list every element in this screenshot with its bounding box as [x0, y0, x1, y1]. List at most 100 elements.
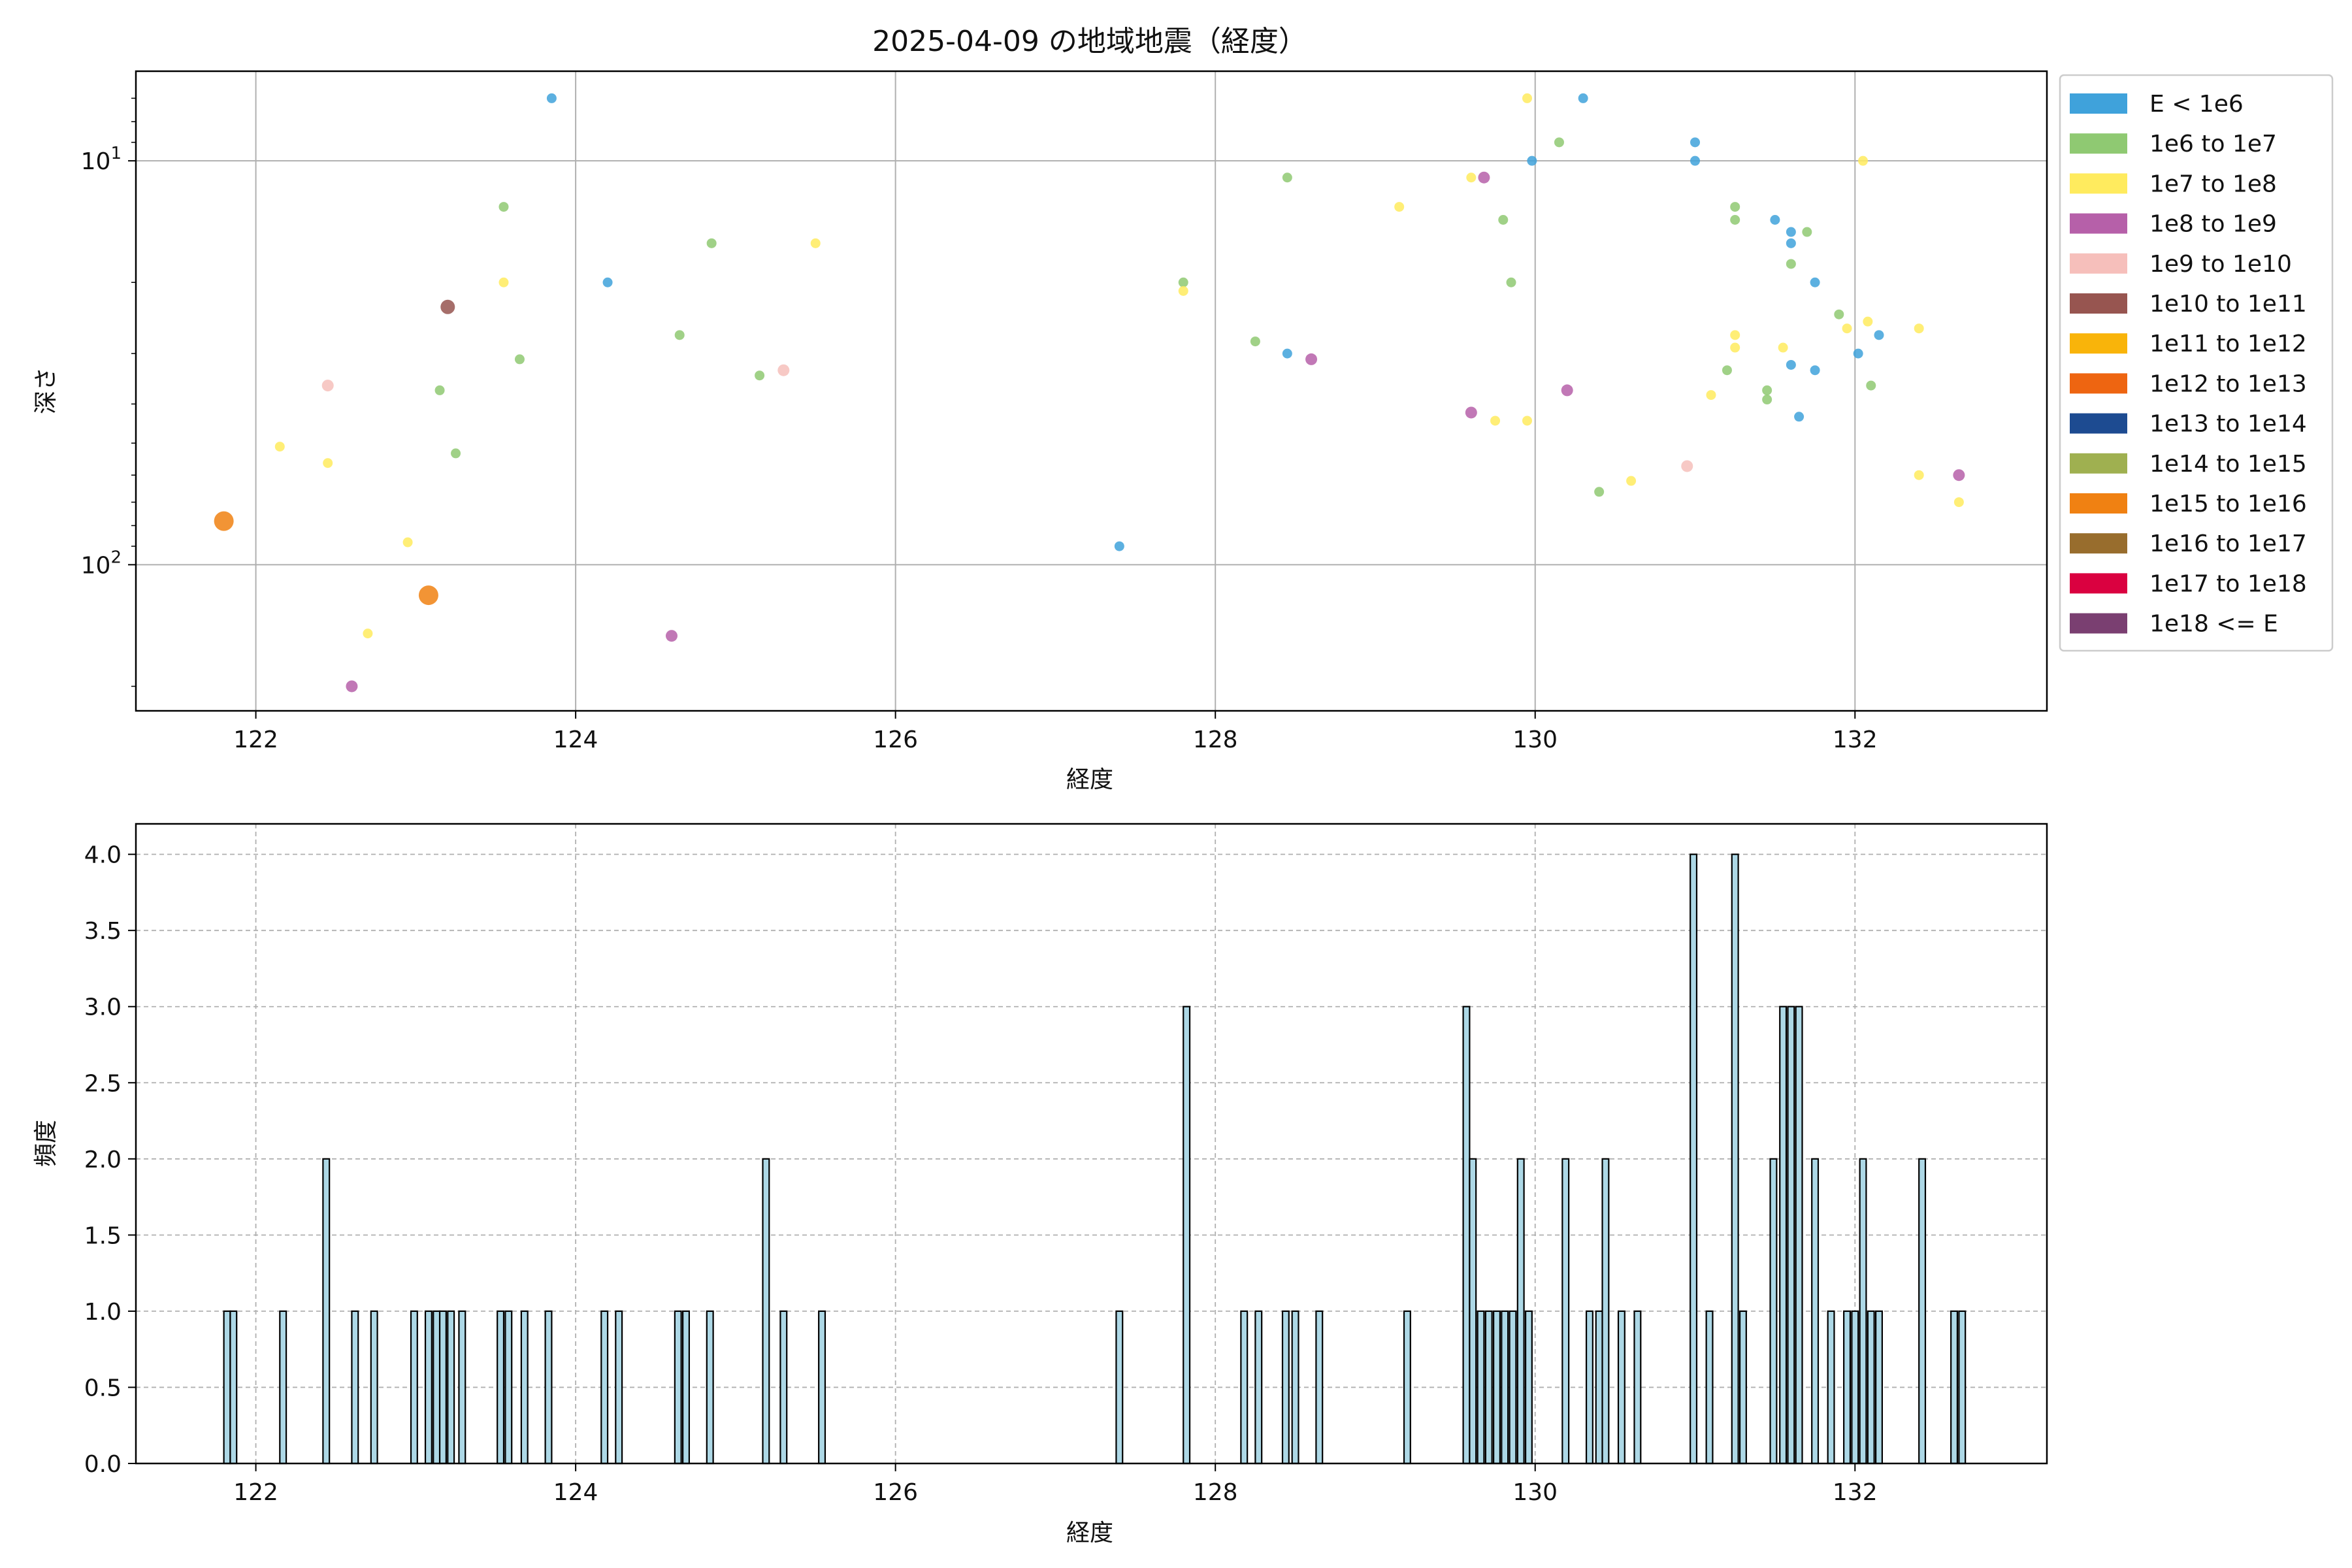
scatter-y-tick-label: 101: [81, 144, 122, 175]
scatter-point: [498, 277, 509, 287]
histogram-bar: [600, 1310, 609, 1465]
scatter-point: [810, 238, 821, 248]
legend-swatch: [2070, 213, 2127, 234]
scatter-point: [1866, 380, 1876, 391]
scatter-point: [1853, 348, 1863, 359]
legend-swatch: [2070, 293, 2127, 314]
histogram-bar: [544, 1310, 553, 1465]
histogram-x-tick-label: 128: [1193, 1479, 1238, 1506]
scatter-point: [706, 238, 717, 248]
histogram-bar: [1811, 1158, 1820, 1465]
histogram-bar: [370, 1310, 378, 1465]
histogram-y-tick-label: 2.0: [84, 1147, 122, 1173]
scatter-point: [418, 585, 438, 606]
scatter-point: [1394, 202, 1405, 212]
histogram-bar: [1787, 1005, 1795, 1465]
scatter-x-ticks: 122 124 126 128 130 132: [233, 711, 1878, 753]
legend-swatch: [2070, 133, 2127, 154]
scatter-point: [1178, 277, 1188, 287]
legend-swatch: [2070, 253, 2127, 274]
histogram-bar: [504, 1310, 513, 1465]
legend-swatch: [2070, 413, 2127, 434]
histogram-bar: [1867, 1310, 1875, 1465]
histogram-bar: [1950, 1310, 1959, 1465]
scatter-point: [1730, 342, 1740, 353]
scatter-point: [323, 458, 333, 468]
histogram-bar: [1183, 1005, 1191, 1465]
scatter-point: [214, 511, 234, 531]
scatter-point: [1794, 412, 1805, 422]
legend-swatch: [2070, 93, 2127, 114]
histogram-x-ticks: 122 124 126 128 130 132: [233, 1463, 1878, 1506]
histogram-bar: [1254, 1310, 1263, 1465]
scatter-point: [1282, 172, 1292, 183]
histogram-bar: [1769, 1158, 1778, 1465]
histogram-bar: [1705, 1310, 1714, 1465]
histogram-bar: [1462, 1005, 1471, 1465]
scatter-point: [1527, 155, 1537, 166]
histogram-bar: [1477, 1310, 1485, 1465]
scatter-point: [1834, 309, 1844, 319]
legend-label: 1e12 to 1e13: [2149, 370, 2307, 397]
scatter-point: [1858, 155, 1869, 166]
histogram-bar: [1918, 1158, 1927, 1465]
scatter-point: [1465, 406, 1477, 419]
scatter-point: [1730, 202, 1740, 212]
scatter-point: [1914, 323, 1924, 334]
legend-label: 1e16 to 1e17: [2149, 531, 2307, 557]
scatter-point: [1578, 93, 1588, 103]
histogram-bar: [223, 1310, 231, 1465]
histogram-y-tick-label: 1.5: [84, 1222, 122, 1249]
histogram-y-tick-label: 3.5: [84, 918, 122, 945]
histogram-bar: [1516, 1158, 1525, 1465]
histogram-x-tick-label: 122: [233, 1479, 278, 1506]
histogram-bar: [410, 1310, 418, 1465]
scatter-points: [214, 93, 1965, 693]
scatter-point: [1305, 353, 1318, 365]
legend-label: 1e6 to 1e7: [2149, 131, 2277, 157]
scatter-point: [1522, 416, 1532, 426]
histogram-y-label: 頻度: [33, 1120, 59, 1167]
scatter-point: [602, 277, 613, 287]
histogram-bar: [1739, 1310, 1747, 1465]
histogram-bar: [1874, 1310, 1883, 1465]
scatter-point: [1810, 365, 1820, 376]
scatter-point: [363, 629, 373, 639]
histogram-bar: [1827, 1310, 1835, 1465]
scatter-point: [514, 354, 525, 365]
scatter-point: [402, 537, 413, 547]
legend-label: 1e13 to 1e14: [2149, 411, 2307, 438]
histogram-bar: [1524, 1310, 1533, 1465]
scatter-x-tick-label: 132: [1833, 727, 1878, 753]
scatter-point: [274, 442, 285, 452]
histogram-bar: [762, 1158, 770, 1465]
histogram-bar: [615, 1310, 623, 1465]
scatter-point: [1478, 171, 1490, 184]
histogram-bar: [1291, 1310, 1299, 1465]
scatter-y-label: 深さ: [33, 367, 59, 414]
scatter-axes-frame: [135, 70, 2048, 712]
scatter-point: [1722, 365, 1732, 376]
histogram-bar: [433, 1310, 441, 1465]
histogram-y-tick-label: 0.5: [84, 1375, 122, 1401]
scatter-grid: [136, 71, 2047, 711]
scatter-point: [346, 680, 358, 693]
histogram-bar: [1484, 1310, 1493, 1465]
histogram-bar: [1115, 1310, 1124, 1465]
histogram-y-tick-label: 3.0: [84, 994, 122, 1021]
histogram-bar: [229, 1310, 238, 1465]
histogram-bar: [1595, 1310, 1603, 1465]
histogram-bar: [1779, 1005, 1788, 1465]
legend-swatch: [2070, 453, 2127, 474]
legend-swatch: [2070, 533, 2127, 554]
histogram-bar: [1509, 1310, 1517, 1465]
scatter-x-label: 経度: [1066, 766, 1113, 793]
scatter-point: [665, 630, 678, 642]
legend-items: E < 1e6 1e6 to 1e7 1e7 to 1e8 1e8 to 1e9 1e9…: [2070, 91, 2307, 638]
histogram-x-tick-label: 124: [553, 1479, 598, 1506]
legend-label: 1e14 to 1e15: [2149, 451, 2307, 478]
legend-label: 1e15 to 1e16: [2149, 491, 2307, 517]
histogram-x-tick-label: 130: [1512, 1479, 1558, 1506]
